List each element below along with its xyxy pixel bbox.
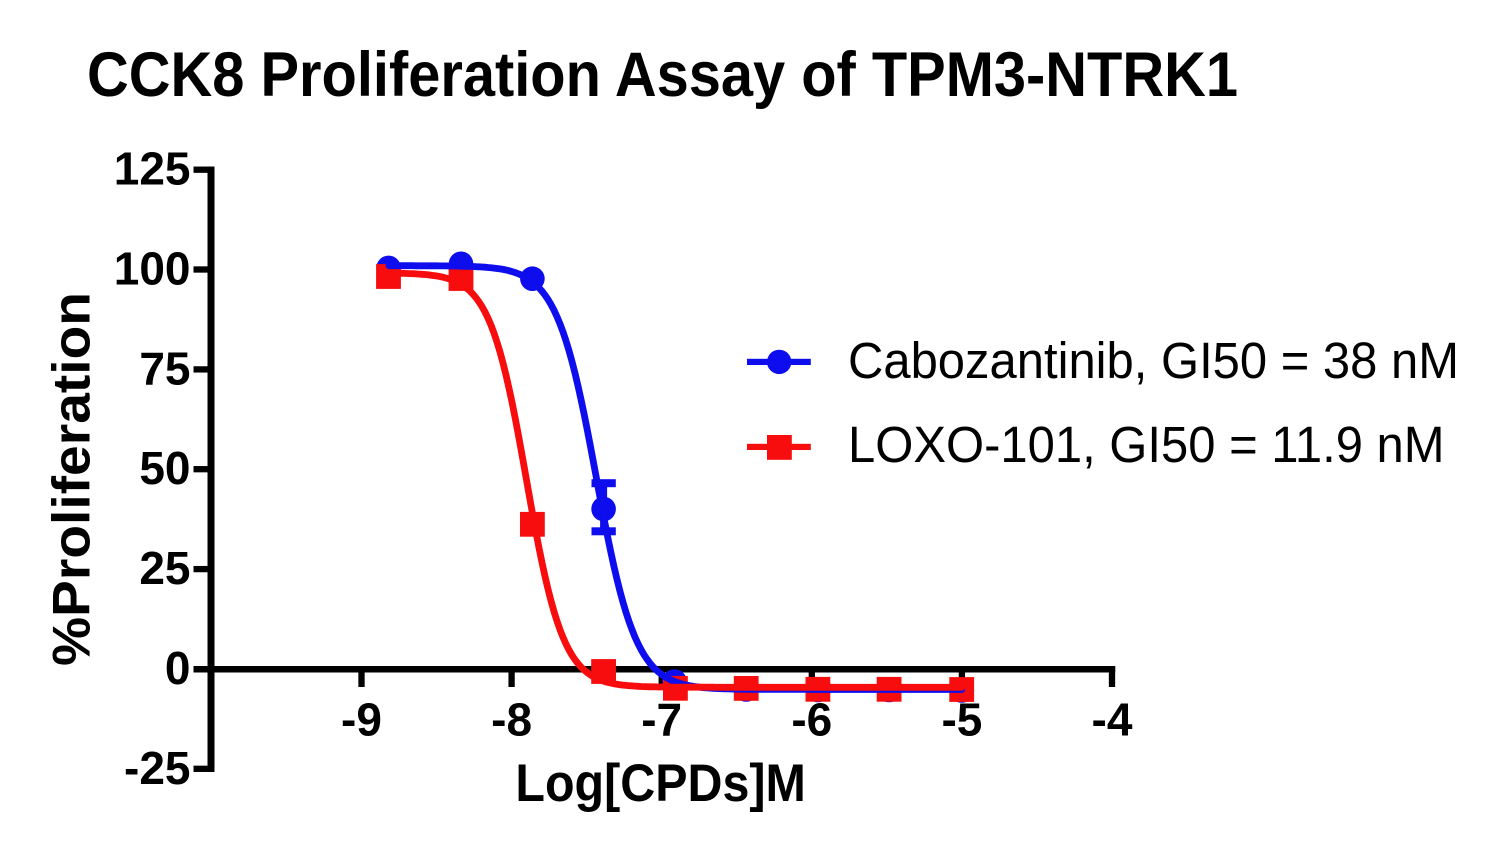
svg-text:0: 0 xyxy=(165,642,191,694)
svg-text:LOXO-101, GI50 = 11.9 nM: LOXO-101, GI50 = 11.9 nM xyxy=(848,416,1445,473)
svg-text:-7: -7 xyxy=(641,694,682,746)
svg-text:-6: -6 xyxy=(791,694,832,746)
svg-text:75: 75 xyxy=(139,342,190,394)
svg-text:-8: -8 xyxy=(491,694,532,746)
svg-text:-25: -25 xyxy=(124,742,190,794)
svg-text:125: 125 xyxy=(114,143,191,195)
svg-text:25: 25 xyxy=(139,542,190,594)
svg-text:-4: -4 xyxy=(1092,694,1133,746)
svg-text:Cabozantinib, GI50 = 38 nM: Cabozantinib, GI50 = 38 nM xyxy=(848,332,1459,389)
svg-text:%Proliferation: %Proliferation xyxy=(43,292,102,666)
svg-text:CCK8 Proliferation Assay of TP: CCK8 Proliferation Assay of TPM3-NTRK1 xyxy=(87,40,1238,110)
svg-text:100: 100 xyxy=(114,243,191,295)
svg-text:50: 50 xyxy=(139,442,190,494)
svg-text:Log[CPDs]M: Log[CPDs]M xyxy=(515,754,806,813)
svg-text:-9: -9 xyxy=(341,694,382,746)
